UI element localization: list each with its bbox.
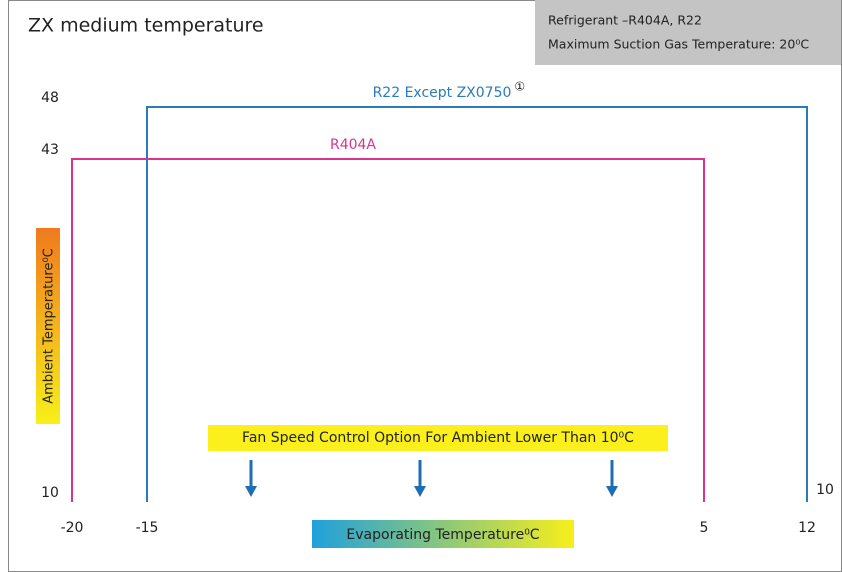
y-tick-label: 43: [41, 142, 59, 158]
envelope-line: [146, 106, 808, 502]
y-axis-label: Ambient Temperature⁰C: [42, 248, 57, 404]
info-box: [535, 0, 841, 65]
arrows: [245, 460, 618, 497]
info-line: Maximum Suction Gas Temperature: 20⁰C: [548, 37, 809, 52]
annotation-bg: [208, 425, 668, 451]
x-tick-label: 12: [798, 520, 816, 536]
y2-tick-label: 10: [816, 482, 834, 498]
info-line: Refrigerant –R404A, R22: [548, 13, 702, 28]
series-label: R22 Except ZX0750: [373, 85, 512, 101]
arrow-head: [414, 486, 426, 497]
chart-title: ZX medium temperature: [28, 15, 264, 37]
series-label: R404A: [330, 137, 376, 153]
y-label-bg: [36, 228, 60, 424]
x-label-bg: [312, 520, 574, 548]
x-tick-label: -20: [61, 520, 84, 536]
x-tick-label: -15: [136, 520, 159, 536]
arrow-head: [606, 486, 618, 497]
y-tick-label: 48: [41, 90, 59, 106]
x-axis-label: Evaporating Temperature⁰C: [346, 527, 539, 543]
note-marker: ①: [514, 80, 525, 94]
annotation: Fan Speed Control Option For Ambient Low…: [242, 430, 634, 446]
envelope-line: [71, 157, 705, 502]
arrow-head: [245, 486, 257, 497]
y-tick-label: 10: [41, 485, 59, 501]
x-tick-label: 5: [700, 520, 709, 536]
